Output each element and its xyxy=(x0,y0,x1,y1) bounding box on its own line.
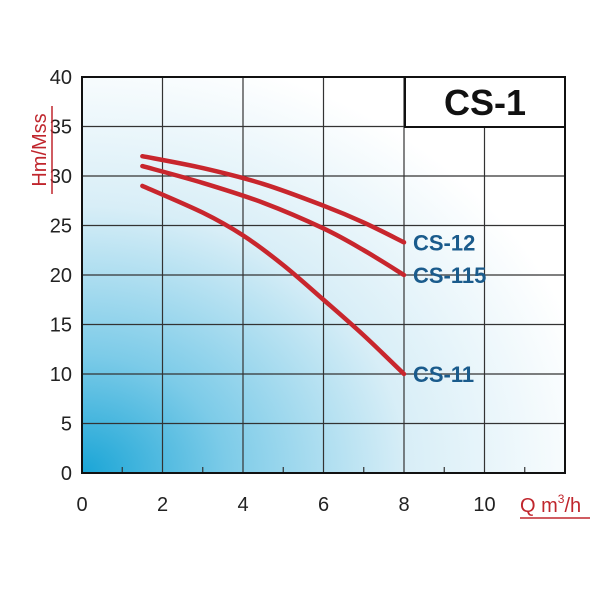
y-tick-label: 30 xyxy=(50,166,72,188)
y-tick-label: 35 xyxy=(50,117,72,139)
x-tick-label: 2 xyxy=(157,494,168,516)
x-axis-label-suffix: /h xyxy=(564,495,581,517)
y-tick-label: 25 xyxy=(50,216,72,238)
x-tick-label: 0 xyxy=(76,494,87,516)
chart-title: CS-1 xyxy=(444,82,526,123)
series-labels: CS-12 CS-115 CS-11 xyxy=(413,230,486,387)
title-box-frame xyxy=(404,76,566,128)
y-tick-label: 20 xyxy=(50,265,72,287)
x-axis-label-sup: 3 xyxy=(558,492,565,506)
y-tick-label: 40 xyxy=(50,67,72,89)
series-label-cs-11: CS-11 xyxy=(413,362,474,387)
series-line-cs-12 xyxy=(140,153,407,245)
x-axis-label-main: Q m xyxy=(520,495,558,517)
y-tick-label: 15 xyxy=(50,315,72,337)
y-axis-label: Hm/Mss xyxy=(29,106,53,194)
x-tick-label: 6 xyxy=(318,494,329,516)
y-tick-label: 10 xyxy=(50,364,72,386)
x-tick-label: 4 xyxy=(237,494,248,516)
series-label-cs-12: CS-12 xyxy=(413,230,475,255)
y-tick-label: 5 xyxy=(61,414,72,436)
x-axis-label: Q m3/h xyxy=(520,492,590,519)
series-label-cs-115: CS-115 xyxy=(413,263,486,288)
tick-labels: 0 2 4 6 8 10 0 5 10 15 20 25 30 35 40 xyxy=(50,67,496,516)
x-tick-label: 10 xyxy=(473,494,495,516)
x-axis-label-text: Q m3/h xyxy=(520,492,581,517)
series-line-cs-11 xyxy=(140,183,407,377)
series-line-cs-115 xyxy=(140,163,407,278)
y-axis-label-text: Hm/Mss xyxy=(29,113,51,186)
grid xyxy=(82,77,565,473)
x-tick-label: 8 xyxy=(398,494,409,516)
series-group xyxy=(140,153,407,377)
title-box: CS-1 xyxy=(404,76,566,128)
plot-frame xyxy=(81,76,566,474)
y-tick-label: 0 xyxy=(61,463,72,485)
